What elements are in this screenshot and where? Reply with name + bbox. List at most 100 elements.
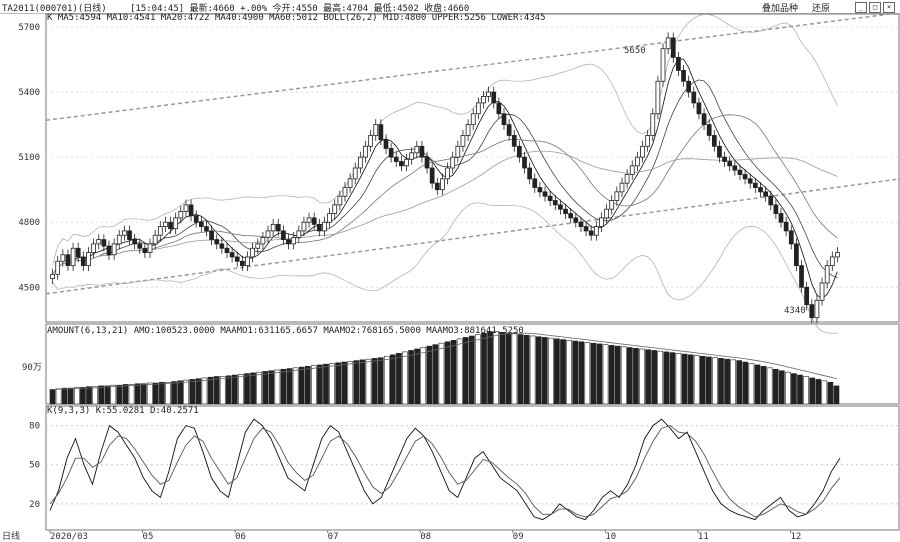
candle-body xyxy=(327,213,332,223)
candle-body xyxy=(455,145,461,158)
volume-bar xyxy=(785,371,791,405)
candle-body xyxy=(204,226,209,232)
candle-body xyxy=(655,80,661,115)
candle-body xyxy=(357,156,363,169)
candle-body xyxy=(686,80,692,93)
close-icon[interactable]: × xyxy=(883,2,895,13)
kdj-series-line xyxy=(49,425,841,518)
main-y-tick-label: 4800 xyxy=(18,218,40,228)
volume-bar xyxy=(730,359,736,405)
candle-body xyxy=(322,221,327,232)
volume-bar xyxy=(146,382,153,405)
candle-body xyxy=(163,221,168,227)
overlay-button[interactable]: 叠加品种 xyxy=(762,4,799,14)
candle-body xyxy=(393,156,399,162)
candle-body xyxy=(404,158,409,167)
candle-body xyxy=(496,102,502,115)
x-tick-label: 09 xyxy=(513,532,524,541)
volume-bar xyxy=(791,373,797,405)
candle-body xyxy=(116,234,122,245)
volume-bar xyxy=(663,351,670,405)
maximize-icon[interactable]: □ xyxy=(869,2,881,13)
symbol-label: TA2011(000701)(日线) xyxy=(2,4,107,14)
candle-body xyxy=(599,217,604,227)
boll-lower-line xyxy=(52,202,838,334)
volume-bar xyxy=(511,333,518,405)
volume-bar xyxy=(311,365,317,405)
candle-body xyxy=(547,195,553,201)
candle-body xyxy=(91,243,96,253)
kdj-indicator-label: K(9,3,3) K:55.0281 D:40.2571 xyxy=(47,406,199,416)
volume-bar xyxy=(359,359,366,405)
candle-body xyxy=(173,217,179,230)
candle-body xyxy=(568,213,574,219)
minimize-icon[interactable]: _ xyxy=(855,2,867,13)
volume-bar xyxy=(706,356,712,405)
volume-bar xyxy=(493,331,499,405)
candle-body xyxy=(701,113,707,126)
volume-bar xyxy=(778,370,785,405)
boll-upper-line xyxy=(52,14,838,266)
volume-bar xyxy=(402,351,408,405)
candle-body xyxy=(86,252,91,267)
candle-body xyxy=(711,135,717,147)
volume-bar xyxy=(584,342,591,405)
volume-bar xyxy=(177,380,183,405)
candle-body xyxy=(65,254,71,267)
volume-bar xyxy=(238,374,244,405)
volume-bar xyxy=(122,384,129,405)
candle-body xyxy=(234,256,240,262)
volume-bar xyxy=(61,387,68,405)
candle-body xyxy=(486,91,491,97)
candle-body xyxy=(101,239,107,247)
candle-body xyxy=(245,256,250,267)
restore-button[interactable]: 还原 xyxy=(812,4,831,14)
volume-bar xyxy=(347,360,354,405)
volume-bar xyxy=(548,337,554,405)
volume-bar xyxy=(365,358,372,405)
candle-body xyxy=(542,191,548,197)
candle-body xyxy=(209,230,214,240)
candle-body xyxy=(152,234,158,245)
main-panel-frame xyxy=(45,13,900,323)
volume-bar xyxy=(590,342,597,405)
candle-body xyxy=(593,226,599,236)
volume-bar xyxy=(286,368,293,405)
candle-body xyxy=(122,230,127,236)
volume-bar xyxy=(456,338,463,405)
candle-body xyxy=(696,102,702,115)
volume-bar xyxy=(578,341,585,405)
candle-body xyxy=(106,245,112,256)
volume-bar xyxy=(639,348,645,405)
candle-body xyxy=(470,113,476,126)
candle-body xyxy=(255,243,261,249)
candle-body xyxy=(537,187,543,193)
volume-bar xyxy=(821,380,828,405)
volume-bar xyxy=(669,352,676,405)
candle-body xyxy=(650,113,656,136)
volume-bar xyxy=(499,332,506,405)
candle-body xyxy=(352,167,358,180)
volume-bar xyxy=(298,366,305,405)
volume-bar xyxy=(566,340,572,405)
candle-body xyxy=(640,145,645,158)
candle-body xyxy=(660,48,666,82)
x-tick-label: 07 xyxy=(328,532,339,541)
volume-bar xyxy=(165,381,171,405)
volume-bar xyxy=(736,360,743,405)
volume-bar xyxy=(420,347,427,405)
candle-body xyxy=(337,195,343,206)
volume-bar xyxy=(377,357,384,405)
volume-bar xyxy=(541,337,548,405)
volume-bar xyxy=(450,340,457,405)
candle-body xyxy=(178,210,184,219)
candle-body xyxy=(794,243,799,267)
volume-bar xyxy=(371,358,378,405)
volume-bar xyxy=(699,355,706,405)
volume-bar xyxy=(475,334,481,405)
volume-bar xyxy=(560,339,566,405)
candle-body xyxy=(301,221,307,232)
candle-body xyxy=(368,135,373,147)
volume-bar xyxy=(86,386,92,405)
